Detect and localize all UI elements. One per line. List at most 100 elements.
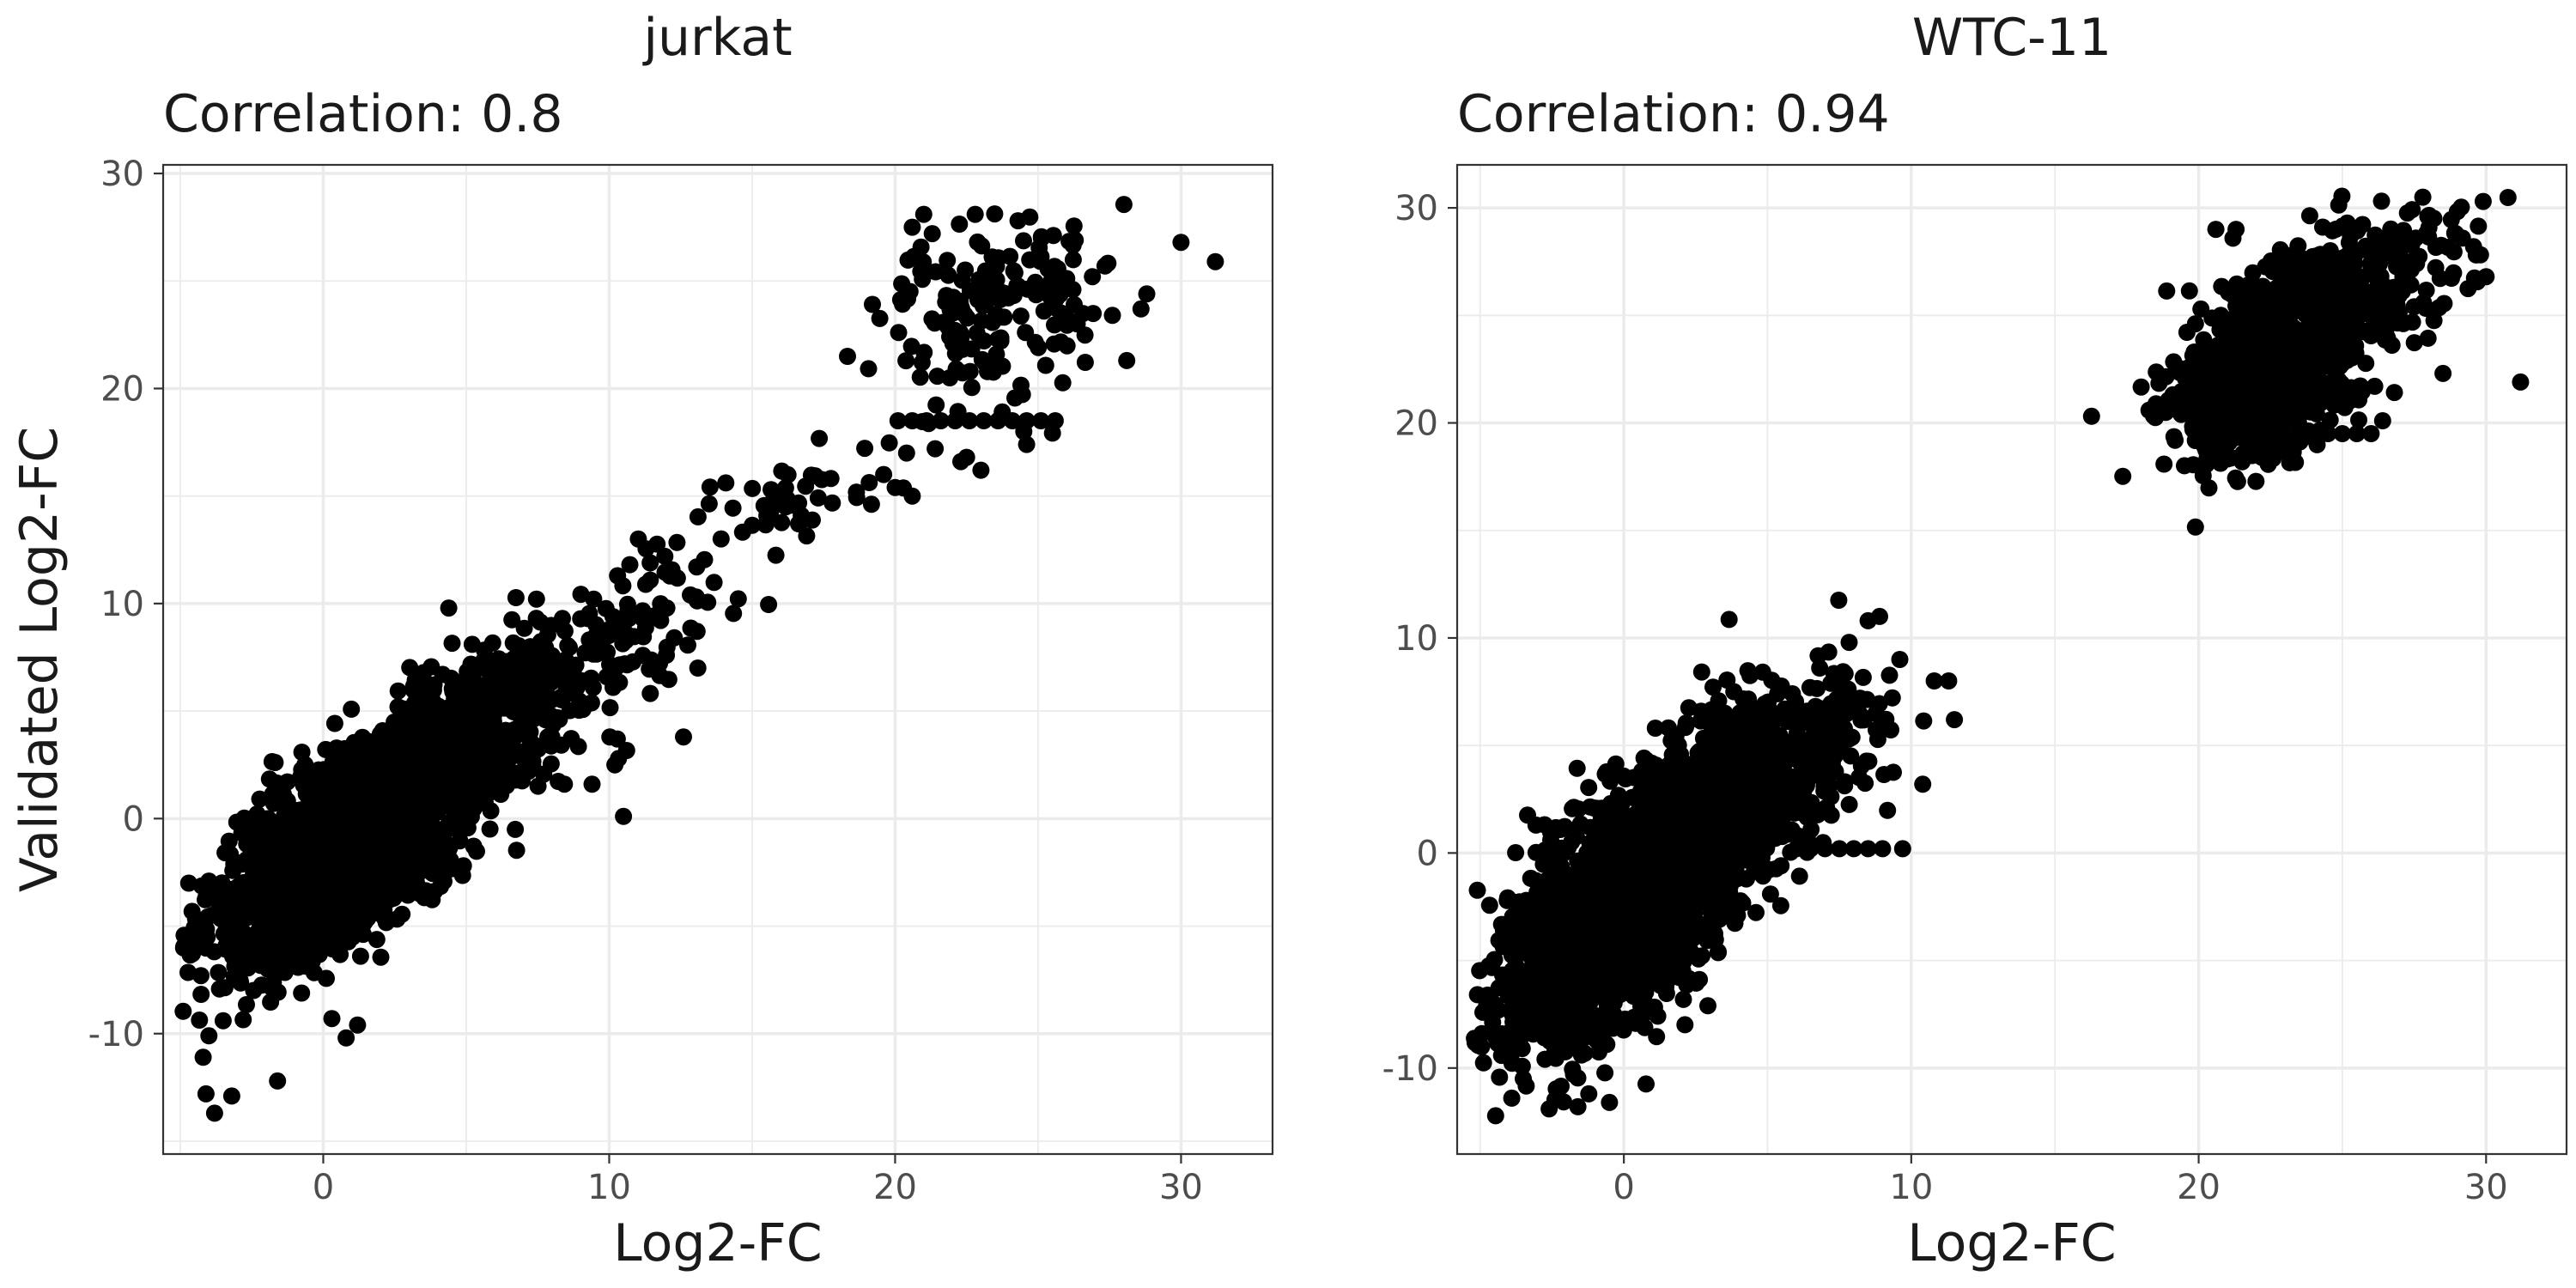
data-point <box>528 672 546 690</box>
data-point <box>1138 285 1156 303</box>
data-point <box>1118 351 1136 369</box>
data-point <box>951 216 969 233</box>
data-point <box>928 368 946 386</box>
data-point <box>504 702 522 720</box>
data-point <box>773 462 791 480</box>
data-point <box>717 474 735 492</box>
panel-jurkat: jurkat Correlation: 0.8 0 10 20 30-10010203… <box>9 8 1274 1273</box>
data-point <box>561 639 578 656</box>
data-point <box>1009 212 1027 230</box>
data-point <box>214 1012 232 1030</box>
data-point <box>224 947 241 965</box>
data-point <box>443 635 461 653</box>
data-point <box>194 1048 212 1066</box>
data-point <box>880 434 898 452</box>
data-point <box>1015 232 1032 250</box>
data-point <box>447 719 465 737</box>
data-point <box>401 714 419 731</box>
data-point <box>890 324 908 342</box>
data-point <box>1576 1044 1594 1062</box>
data-point <box>987 345 1005 363</box>
data-point <box>839 348 856 365</box>
data-point <box>388 910 406 928</box>
data-point <box>1480 896 1498 914</box>
data-point <box>675 728 692 746</box>
data-point <box>912 238 930 256</box>
data-point <box>1045 335 1063 353</box>
data-point <box>440 599 458 617</box>
data-point <box>197 1084 215 1103</box>
data-point <box>668 533 686 551</box>
data-point <box>1084 268 1102 286</box>
data-point <box>205 943 223 961</box>
data-point <box>183 902 201 920</box>
data-point <box>250 839 267 857</box>
data-point <box>1633 957 1651 975</box>
data-point <box>652 611 670 629</box>
data-point <box>365 904 383 922</box>
data-point <box>475 756 493 775</box>
data-point <box>957 448 975 466</box>
data-point <box>385 742 403 760</box>
data-point <box>641 684 659 702</box>
data-point <box>527 737 545 755</box>
data-point <box>352 733 370 751</box>
data-point <box>700 495 718 513</box>
y-tick-label: 30 <box>100 155 144 194</box>
data-point <box>293 744 311 761</box>
subtitle-jurkat: Correlation: 0.8 <box>163 84 563 144</box>
data-point <box>926 314 944 332</box>
data-point <box>822 470 840 488</box>
data-point <box>705 574 723 592</box>
data-point <box>1084 305 1103 323</box>
data-point <box>331 910 349 928</box>
data-point <box>682 586 699 604</box>
data-point <box>860 360 878 378</box>
data-point <box>488 770 506 787</box>
data-point <box>601 728 619 746</box>
data-point <box>902 337 920 355</box>
data-point <box>299 952 317 970</box>
x-tick-label: 20 <box>873 1168 917 1207</box>
data-point <box>583 775 601 793</box>
data-point <box>544 690 562 708</box>
data-point <box>192 986 210 1003</box>
data-point <box>587 645 605 663</box>
x-tick-label: 30 <box>1159 1168 1203 1207</box>
data-point <box>453 866 471 884</box>
data-point <box>205 1104 223 1122</box>
data-point <box>411 670 429 688</box>
data-point <box>1527 872 1545 890</box>
data-point <box>642 651 660 669</box>
data-point <box>969 291 987 308</box>
data-point <box>368 931 386 949</box>
data-point <box>416 889 434 907</box>
data-point <box>1690 950 1708 968</box>
data-point <box>389 682 407 700</box>
data-point <box>507 841 526 860</box>
data-point <box>228 927 246 945</box>
data-point <box>210 963 228 981</box>
data-point <box>701 478 719 496</box>
data-point <box>263 909 281 927</box>
data-point <box>505 650 523 667</box>
data-point <box>862 495 880 513</box>
data-point <box>325 857 343 875</box>
data-point <box>1054 374 1072 392</box>
data-point <box>624 653 642 671</box>
data-point <box>481 820 499 838</box>
x-tick-label: 10 <box>587 1168 631 1207</box>
y-tick-label: 10 <box>100 585 144 624</box>
data-point <box>190 926 208 944</box>
data-point <box>1527 816 1545 834</box>
data-point <box>532 703 550 720</box>
data-point <box>1568 759 1586 777</box>
data-point <box>903 487 921 505</box>
data-point <box>507 589 525 606</box>
data-point <box>301 872 319 890</box>
data-point <box>1018 435 1036 453</box>
data-point <box>370 770 388 788</box>
data-point <box>556 775 574 793</box>
data-point <box>1172 234 1190 252</box>
